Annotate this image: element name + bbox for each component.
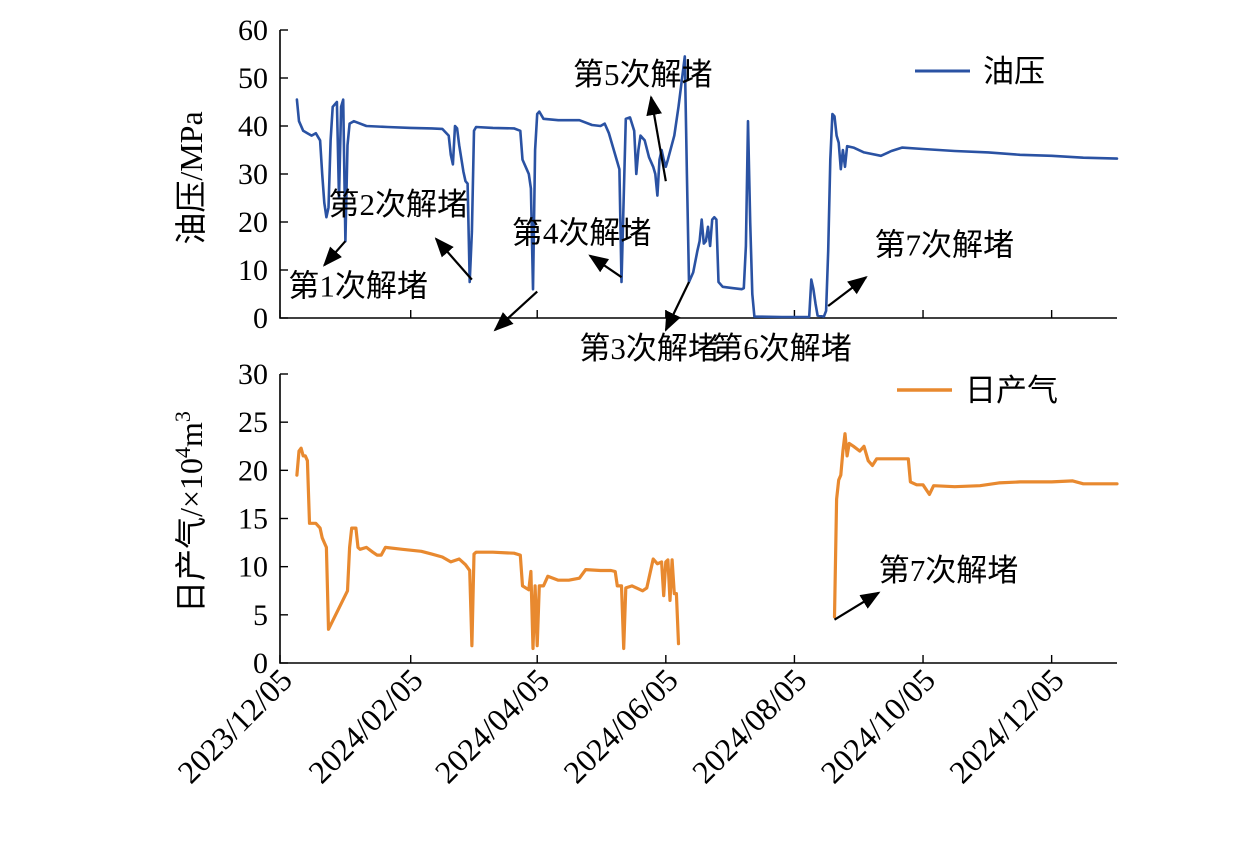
pressure-series: [295, 55, 1119, 319]
x-tick-label: 2024/12/05: [942, 661, 1071, 790]
pressure-y-axis-label: 油压/MPa: [173, 111, 209, 244]
annotation-label: 第7次解堵: [875, 228, 1015, 263]
gas-line-segment-2: [832, 432, 1119, 619]
gas-x-ticks: [279, 655, 1053, 663]
annotation-label: 第2次解堵: [328, 187, 468, 222]
annotation-label: 第6次解堵: [712, 331, 852, 366]
annotation-arrow: [493, 290, 538, 332]
legend-label-gas: 日产气: [965, 373, 1058, 408]
annotation-label: 第4次解堵: [512, 216, 652, 251]
gas-legend: 日产气: [897, 373, 1058, 408]
gas-plot-frame: [279, 374, 1117, 664]
annotation-arrow: [434, 237, 473, 281]
y-tick-label: 5: [253, 599, 268, 632]
x-tick-label: 2024/04/05: [428, 661, 557, 790]
annotation-arrow: [827, 276, 868, 307]
y-tick-label: 25: [238, 406, 268, 439]
y-tick-label: 50: [238, 62, 268, 95]
y-tick-label: 0: [253, 302, 268, 335]
gas-y-axis-label: 日产气/×104m3: [170, 411, 209, 613]
x-tick-label: 2024/08/05: [685, 661, 814, 790]
annotation-arrow: [588, 254, 623, 279]
gas-y-ticks: 0 5 10 15 20 25 30: [238, 358, 288, 680]
annotation-arrow: [833, 591, 881, 621]
pressure-line: [295, 55, 1119, 319]
gas-annotations: 第7次解堵: [833, 553, 1019, 621]
gas-series: [295, 432, 1119, 651]
y-tick-label: 20: [238, 206, 268, 239]
y-tick-label: 10: [238, 551, 268, 584]
annotation-label: 第1次解堵: [288, 268, 428, 303]
annotation-label: 第5次解堵: [573, 57, 713, 92]
gas-panel: 0 5 10 15 20 25 30 第7次解堵 日产气 日产气/×104m3: [170, 358, 1119, 680]
y-tick-label: 30: [238, 158, 268, 191]
pressure-legend: 油压: [915, 54, 1045, 89]
pressure-y-ticks: 0 10 20 30 40 50 60: [238, 14, 288, 335]
x-tick-label: 2024/10/05: [813, 661, 942, 790]
annotation-label: 第3次解堵: [579, 331, 719, 366]
y-tick-label: 40: [238, 110, 268, 143]
annotation-arrow: [664, 281, 691, 332]
gas-line-segment-1: [295, 446, 681, 651]
x-tick-label: 2024/02/05: [301, 661, 430, 790]
annotation-arrow: [646, 95, 667, 182]
y-tick-label: 20: [238, 454, 268, 487]
y-tick-label: 60: [238, 14, 268, 47]
y-tick-label: 15: [238, 503, 268, 536]
y-tick-label: 10: [238, 254, 268, 287]
legend-label-pressure: 油压: [983, 54, 1045, 89]
annotation-arrow: [322, 240, 347, 267]
annotation-label: 第7次解堵: [879, 553, 1019, 588]
x-tick-label: 2024/06/05: [556, 661, 685, 790]
pressure-x-ticks: [279, 310, 1053, 318]
y-tick-label: 30: [238, 358, 268, 391]
y-tick-label: 0: [253, 647, 268, 680]
x-tick-label: 2023/12/05: [170, 661, 299, 790]
